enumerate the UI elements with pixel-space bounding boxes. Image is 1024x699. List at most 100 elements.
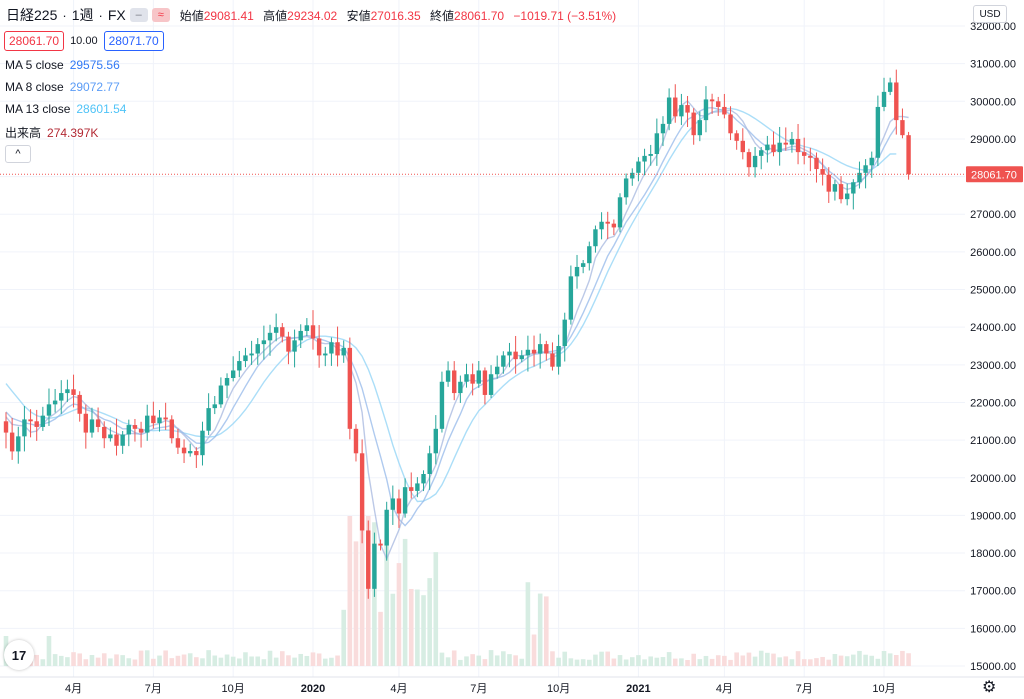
- volume-bar: [52, 654, 58, 666]
- candle-body: [138, 428, 144, 433]
- candle-body: [550, 353, 555, 367]
- volume-bar: [525, 582, 531, 666]
- candle-body: [120, 434, 125, 446]
- tradingview-logo-icon[interactable]: 17: [4, 640, 34, 670]
- legend-value: 29072.77: [69, 80, 120, 94]
- price-tick-label: 29000.00: [970, 134, 1016, 146]
- candle-body: [175, 438, 181, 448]
- candle-body: [814, 157, 819, 170]
- candle-body: [556, 346, 561, 367]
- symbol-header: 日経225 · 1週 · FX – ≈ 始値29081.41 高値29234.0…: [6, 6, 622, 24]
- volume-bar: [900, 650, 905, 666]
- candle-body: [771, 144, 776, 153]
- legend-label: MA 5 close: [5, 58, 64, 72]
- approx-icon[interactable]: ≈: [151, 8, 170, 22]
- legend-ma5[interactable]: MA 5 close 29575.56: [5, 58, 120, 72]
- volume-bar: [507, 654, 512, 666]
- candle-body: [887, 82, 893, 92]
- candle-body: [372, 543, 377, 589]
- interval-label[interactable]: 1週: [71, 7, 94, 23]
- candle-body: [734, 133, 739, 141]
- candle-body: [286, 336, 291, 352]
- candle-body: [108, 434, 113, 439]
- candle-body: [673, 97, 678, 117]
- price-axis[interactable]: 15000.00 16000.00 17000.00 18000.00 19000.00…: [970, 21, 1016, 673]
- currency-selector[interactable]: USD: [973, 5, 1007, 23]
- grid-lines: [0, 0, 965, 677]
- candle-body: [716, 101, 721, 107]
- candle-body: [194, 451, 199, 456]
- volume-bar: [808, 659, 813, 666]
- candle-body: [537, 344, 543, 354]
- last-price-line: 28061.70: [0, 166, 1023, 183]
- volume-bar: [280, 651, 285, 666]
- high-label: 高値: [263, 8, 288, 23]
- volume-bar: [814, 658, 819, 666]
- candle-body: [402, 487, 408, 514]
- minus-icon[interactable]: –: [129, 8, 148, 22]
- candle-body: [188, 451, 193, 454]
- candle-body: [507, 351, 512, 356]
- legend-volume[interactable]: 出来高 274.397K: [5, 124, 98, 141]
- volume-bar: [126, 658, 132, 666]
- candle-body: [341, 347, 346, 356]
- volume-bar: [470, 654, 475, 666]
- candle-body: [439, 381, 445, 429]
- candle-body: [445, 370, 451, 382]
- volume-bar: [482, 659, 488, 666]
- candle-body: [353, 428, 359, 454]
- sell-button[interactable]: 28061.70: [4, 31, 65, 51]
- low-value: 27016.35: [370, 8, 421, 23]
- volume-bar: [200, 658, 205, 666]
- candle-body: [65, 389, 70, 394]
- settings-gear-icon[interactable]: ⚙: [982, 679, 997, 696]
- legend-label: MA 13 close: [5, 102, 71, 116]
- collapse-legend-button[interactable]: ^: [5, 145, 31, 163]
- symbol-name[interactable]: 日経225: [6, 7, 58, 23]
- candle-body: [495, 366, 500, 375]
- volume-bar: [740, 655, 746, 666]
- candle-body: [249, 353, 254, 356]
- volume-bar: [623, 659, 629, 666]
- candle-body: [452, 370, 457, 394]
- volume-bar: [513, 655, 518, 666]
- volume-bar: [685, 659, 690, 666]
- open-label: 始値: [179, 8, 204, 23]
- candle-body: [224, 378, 230, 386]
- legend-value: 28601.54: [76, 102, 127, 116]
- candle-body: [335, 342, 340, 356]
- volume-bar: [580, 659, 586, 666]
- candle-body: [900, 120, 905, 136]
- candle-body: [421, 474, 426, 484]
- legend-ma8[interactable]: MA 8 close 29072.77: [5, 80, 120, 94]
- candle-body: [59, 393, 64, 401]
- candle-body: [777, 142, 782, 153]
- legend-label: 出来高: [5, 126, 42, 140]
- candle-body: [666, 97, 672, 124]
- time-axis[interactable]: 4月 7月 10月 2020 4月 7月 10月 2021 4月 7月 10月: [0, 676, 1024, 695]
- volume-bar: [562, 651, 568, 666]
- candle-body: [623, 178, 629, 198]
- high-value: 29234.02: [287, 8, 338, 23]
- candle-body: [102, 426, 107, 439]
- price-tick-label: 17000.00: [970, 586, 1016, 598]
- volume-bar: [844, 656, 850, 666]
- candle-body: [273, 327, 279, 333]
- candle-body: [685, 105, 690, 113]
- volume-bar: [458, 659, 463, 666]
- buy-button[interactable]: 28071.70: [103, 31, 164, 51]
- candle-body: [857, 172, 862, 183]
- volume-bar: [353, 541, 359, 666]
- candle-body: [525, 349, 531, 356]
- volume-bar: [488, 650, 494, 666]
- volume-bar: [476, 655, 482, 666]
- candle-body: [795, 138, 801, 153]
- volume-bar: [636, 655, 641, 666]
- volume-bar: [789, 659, 795, 666]
- legend-ma13[interactable]: MA 13 close 28601.54: [5, 102, 126, 116]
- candle-body: [114, 434, 119, 446]
- candle-body: [243, 355, 248, 362]
- separator-dot: ·: [62, 7, 67, 23]
- volume-bar: [611, 658, 617, 666]
